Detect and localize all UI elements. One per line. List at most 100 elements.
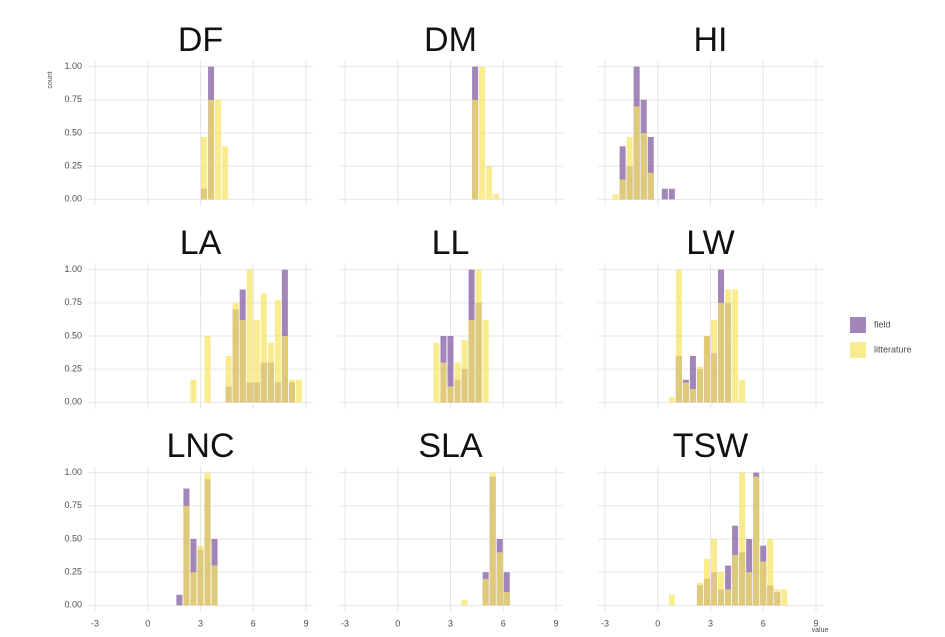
histogram-bar [503,592,510,606]
histogram-bar [246,269,253,403]
histogram-bar [619,146,626,200]
panel-title: DM [424,21,477,59]
histogram-bar [267,342,274,403]
y-axis-label: count [47,71,54,88]
x-tick-label: 0 [655,618,660,628]
histogram-bar [725,589,732,606]
histogram-bar [718,572,725,606]
x-tick-label: 0 [395,618,400,628]
histogram-bar [288,379,295,403]
histogram-bar [668,594,675,606]
histogram-bar [760,561,767,606]
histogram-bar [725,289,732,403]
histogram-bar [274,300,281,403]
x-tick-label: -3 [601,618,609,628]
histogram-bar [668,188,675,200]
x-axis-label: value [812,627,829,634]
histogram-bar [633,106,640,200]
x-tick-label: 3 [198,618,203,628]
x-tick-label: 6 [761,618,766,628]
histogram-bar [619,179,626,200]
histogram-bar [496,552,503,606]
histogram-bar [703,336,710,403]
histogram-bar [447,386,454,403]
y-tick-label: 0.75 [64,500,82,510]
histogram-bar [739,379,746,403]
panel-title: LA [180,224,222,262]
y-tick-label: 0.50 [64,330,82,340]
histogram-bar [454,362,461,403]
histogram-bar [489,472,496,606]
histogram-bar [661,188,668,200]
histogram-bar [468,320,475,403]
histogram-bar [675,269,682,403]
histogram-bar [732,554,739,606]
panel-title: SLA [418,427,483,465]
histogram-bar [781,589,788,606]
y-tick-label: 0.00 [64,397,82,407]
histogram-bar [479,66,486,200]
histogram-bar [211,565,218,606]
x-tick-label: 9 [303,618,308,628]
legend-label: litterature [874,344,912,354]
histogram-bar [475,269,482,403]
histogram-bar [197,545,204,606]
x-tick-label: 3 [708,618,713,628]
x-tick-label: 3 [448,618,453,628]
x-tick-label: -3 [341,618,349,628]
y-tick-label: 0.50 [64,127,82,137]
y-tick-label: 0.50 [64,533,82,543]
histogram-bar [482,320,489,403]
y-tick-label: 0.25 [64,364,82,374]
panel-title: LL [432,224,470,262]
panel-title: LW [686,224,734,262]
histogram-bar [260,293,267,403]
histogram-bar [739,472,746,606]
panel-title: TSW [673,427,749,465]
histogram-bar [732,289,739,403]
histogram-bar [225,355,232,403]
histogram-bar [753,476,760,606]
histogram-bar [612,194,619,200]
legend-label: field [874,319,891,329]
histogram-bar [433,342,440,403]
histogram-bar [253,320,260,403]
histogram-bar [201,136,208,200]
histogram-bar [640,133,647,200]
histogram-bar [626,136,633,200]
histogram-bar [295,379,302,403]
histogram-bar [472,99,479,200]
x-tick-label: -3 [91,618,99,628]
y-tick-label: 0.75 [64,94,82,104]
y-tick-label: 1.00 [64,467,82,477]
histogram-bar [461,339,468,403]
histogram-bar [503,572,510,606]
histogram-bar [647,172,654,200]
histogram-bar [767,539,774,606]
x-tick-label: 6 [251,618,256,628]
histogram-bar [711,539,718,606]
legend-swatch [850,317,866,333]
histogram-bar [281,336,288,403]
histogram-bar [689,389,696,403]
y-tick-label: 1.00 [64,61,82,71]
histogram-bar [176,594,183,606]
histogram-bar [461,600,468,606]
histogram-bar [689,355,696,403]
y-tick-label: 0.00 [64,194,82,204]
histogram-bar [493,194,500,200]
legend-swatch [850,342,866,358]
histogram-bar [482,578,489,606]
histogram-bar [440,362,447,403]
x-tick-label: 9 [813,618,818,628]
histogram-bar [696,366,703,403]
histogram-bar [222,146,229,200]
histogram-bar [682,382,689,403]
y-tick-label: 0.25 [64,567,82,577]
histogram-bar [190,572,197,606]
x-tick-label: 6 [501,618,506,628]
histogram-bar [190,379,197,403]
panel-title: LNC [166,427,234,465]
y-tick-label: 0.00 [64,600,82,610]
